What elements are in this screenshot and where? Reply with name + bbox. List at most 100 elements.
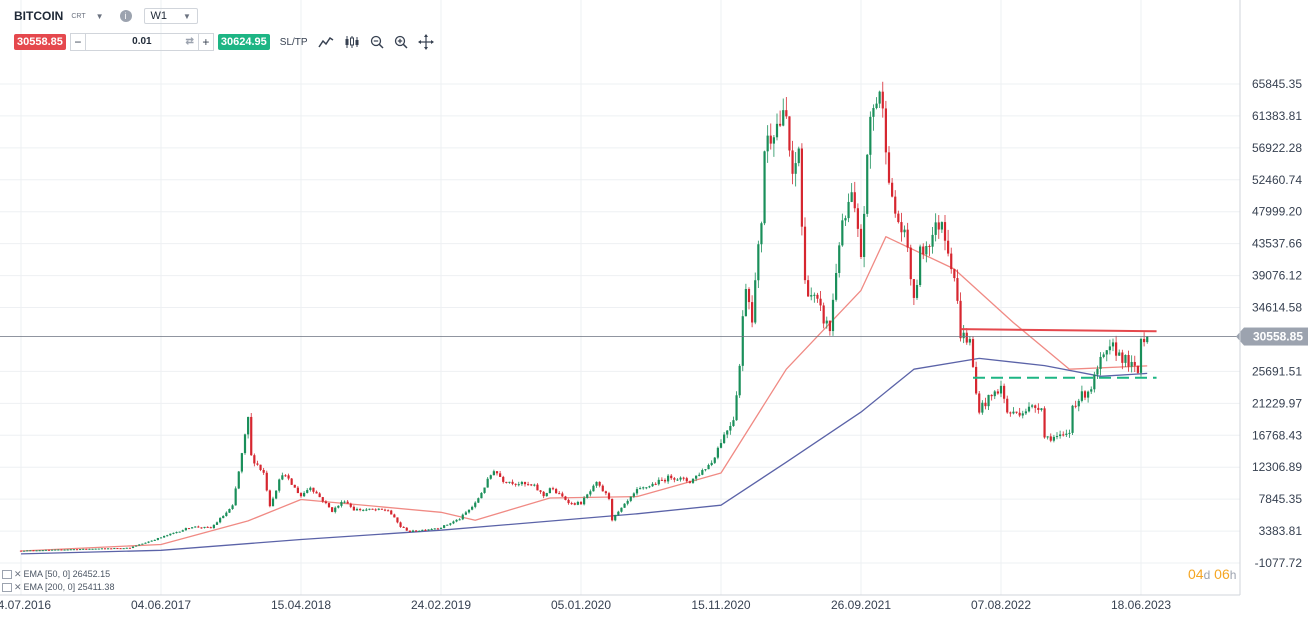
x-tick-label: 24.02.2019: [411, 598, 471, 612]
zoom-out-icon[interactable]: [370, 35, 384, 49]
candle-body: [999, 385, 1003, 394]
candle-body: [611, 498, 614, 521]
candles-icon[interactable]: [344, 35, 360, 49]
candle-body: [159, 537, 163, 539]
candle-body: [253, 455, 256, 464]
candle-body: [377, 508, 380, 510]
candle-body: [1099, 356, 1102, 369]
candle-body: [853, 192, 856, 209]
candle-body: [1143, 338, 1146, 343]
y-tick-label: 56922.28: [1252, 141, 1302, 155]
candle-body: [723, 434, 726, 444]
settings-icon[interactable]: [2, 570, 12, 580]
candle-body: [489, 475, 492, 479]
x-tick-label: 05.01.2020: [551, 598, 611, 612]
candle-body: [1096, 368, 1099, 375]
candle-body: [981, 402, 984, 413]
x-tick-label: 26.09.2021: [831, 598, 891, 612]
candle-body: [480, 492, 483, 499]
candle-body: [1046, 436, 1049, 438]
candle-body: [530, 484, 533, 486]
candle-body: [275, 490, 278, 499]
resistance-trendline: [960, 328, 1157, 333]
volume-input[interactable]: 0.01 ⇄: [84, 34, 199, 50]
symbol-name[interactable]: BITCOIN: [14, 9, 64, 23]
candle-body: [449, 523, 452, 525]
candle-body: [237, 471, 240, 489]
y-tick-label: 34614.58: [1252, 301, 1302, 315]
candle-body: [405, 527, 408, 531]
candle-body: [446, 524, 449, 526]
candle-body: [97, 548, 100, 550]
candle-body: [872, 108, 875, 117]
candle-body: [660, 479, 663, 481]
candle-body: [894, 196, 897, 214]
volume-increase-button[interactable]: +: [202, 35, 210, 49]
candle-body: [346, 501, 349, 504]
buy-button[interactable]: 30624.95: [217, 34, 270, 50]
close-icon[interactable]: ✕: [14, 582, 22, 592]
candle-body: [349, 503, 352, 507]
candle-body: [284, 475, 287, 477]
candle-body: [741, 316, 744, 366]
candle-body: [688, 481, 691, 483]
swap-icon[interactable]: ⇄: [185, 36, 194, 47]
x-axis[interactable]: 24.07.2016 04.06.2017 15.04.2018 24.02.2019…: [0, 594, 1240, 612]
sltp-button[interactable]: SL/TP: [279, 36, 308, 48]
candle-body: [984, 402, 987, 407]
candle-body: [1027, 406, 1031, 412]
close-icon[interactable]: ✕: [14, 569, 22, 579]
candle-body: [187, 528, 191, 530]
candle-body: [293, 484, 296, 488]
x-tick-label: 24.07.2016: [0, 598, 51, 612]
candle-body: [915, 285, 919, 298]
candle-body: [492, 471, 495, 476]
candle-body: [822, 305, 825, 324]
candle-body: [327, 503, 331, 508]
candle-body: [147, 541, 150, 543]
candle-body: [464, 512, 467, 515]
candle-body: [785, 110, 788, 117]
sell-button[interactable]: 30558.85: [14, 34, 66, 50]
candle-body: [1021, 413, 1024, 416]
candle-body: [72, 549, 75, 551]
y-tick-label: -1077.72: [1255, 556, 1303, 570]
candle-body: [309, 487, 312, 491]
candle-body: [887, 152, 891, 183]
countdown-hours-unit: h: [1229, 568, 1237, 582]
price-tag-box: [1244, 327, 1308, 346]
candle-body: [63, 549, 66, 551]
symbol-dropdown-icon[interactable]: ▼: [95, 11, 104, 21]
timeframe-select[interactable]: W1 ▼: [143, 8, 198, 24]
line-chart-icon[interactable]: [317, 35, 334, 49]
ema50-legend[interactable]: ✕ EMA [50, 0] 26452.15: [2, 569, 110, 580]
candle-body: [421, 529, 424, 531]
countdown-days-unit: d: [1203, 568, 1211, 582]
candle-body: [1077, 400, 1080, 407]
candle-body: [850, 192, 853, 202]
y-axis[interactable]: 65845.35 61383.81 56922.28 52460.74 47999.20…: [1239, 0, 1303, 595]
settings-icon[interactable]: [2, 583, 12, 593]
candle-body: [738, 365, 741, 396]
candle-body: [166, 535, 169, 537]
candle-body: [797, 148, 800, 164]
ema200-legend[interactable]: ✕ EMA [200, 0] 25411.38: [2, 582, 114, 593]
candle-body: [415, 530, 418, 532]
crosshair-move-icon[interactable]: [417, 34, 434, 50]
drawing-objects[interactable]: [960, 328, 1157, 379]
volume-decrease-button[interactable]: −: [74, 35, 82, 49]
candle-body: [744, 288, 747, 317]
candle-body: [558, 493, 561, 495]
candle-body: [228, 509, 231, 513]
candle-body: [399, 522, 402, 527]
candle-body: [502, 476, 505, 482]
candle-body: [458, 519, 461, 521]
volume-stepper: − 0.01 ⇄ +: [69, 33, 214, 51]
zoom-in-icon[interactable]: [394, 35, 408, 49]
candle-body: [433, 528, 436, 530]
candle-body: [374, 509, 377, 511]
candle-body: [819, 298, 822, 306]
countdown-hours: 06: [1214, 566, 1230, 582]
info-icon[interactable]: i: [119, 10, 132, 22]
